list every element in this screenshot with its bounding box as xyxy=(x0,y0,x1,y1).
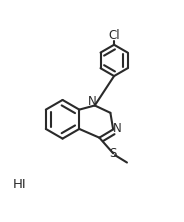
Text: HI: HI xyxy=(13,178,26,191)
Text: N: N xyxy=(88,95,97,108)
Text: S: S xyxy=(109,147,117,160)
Text: Cl: Cl xyxy=(108,29,120,42)
Text: N: N xyxy=(112,122,121,135)
